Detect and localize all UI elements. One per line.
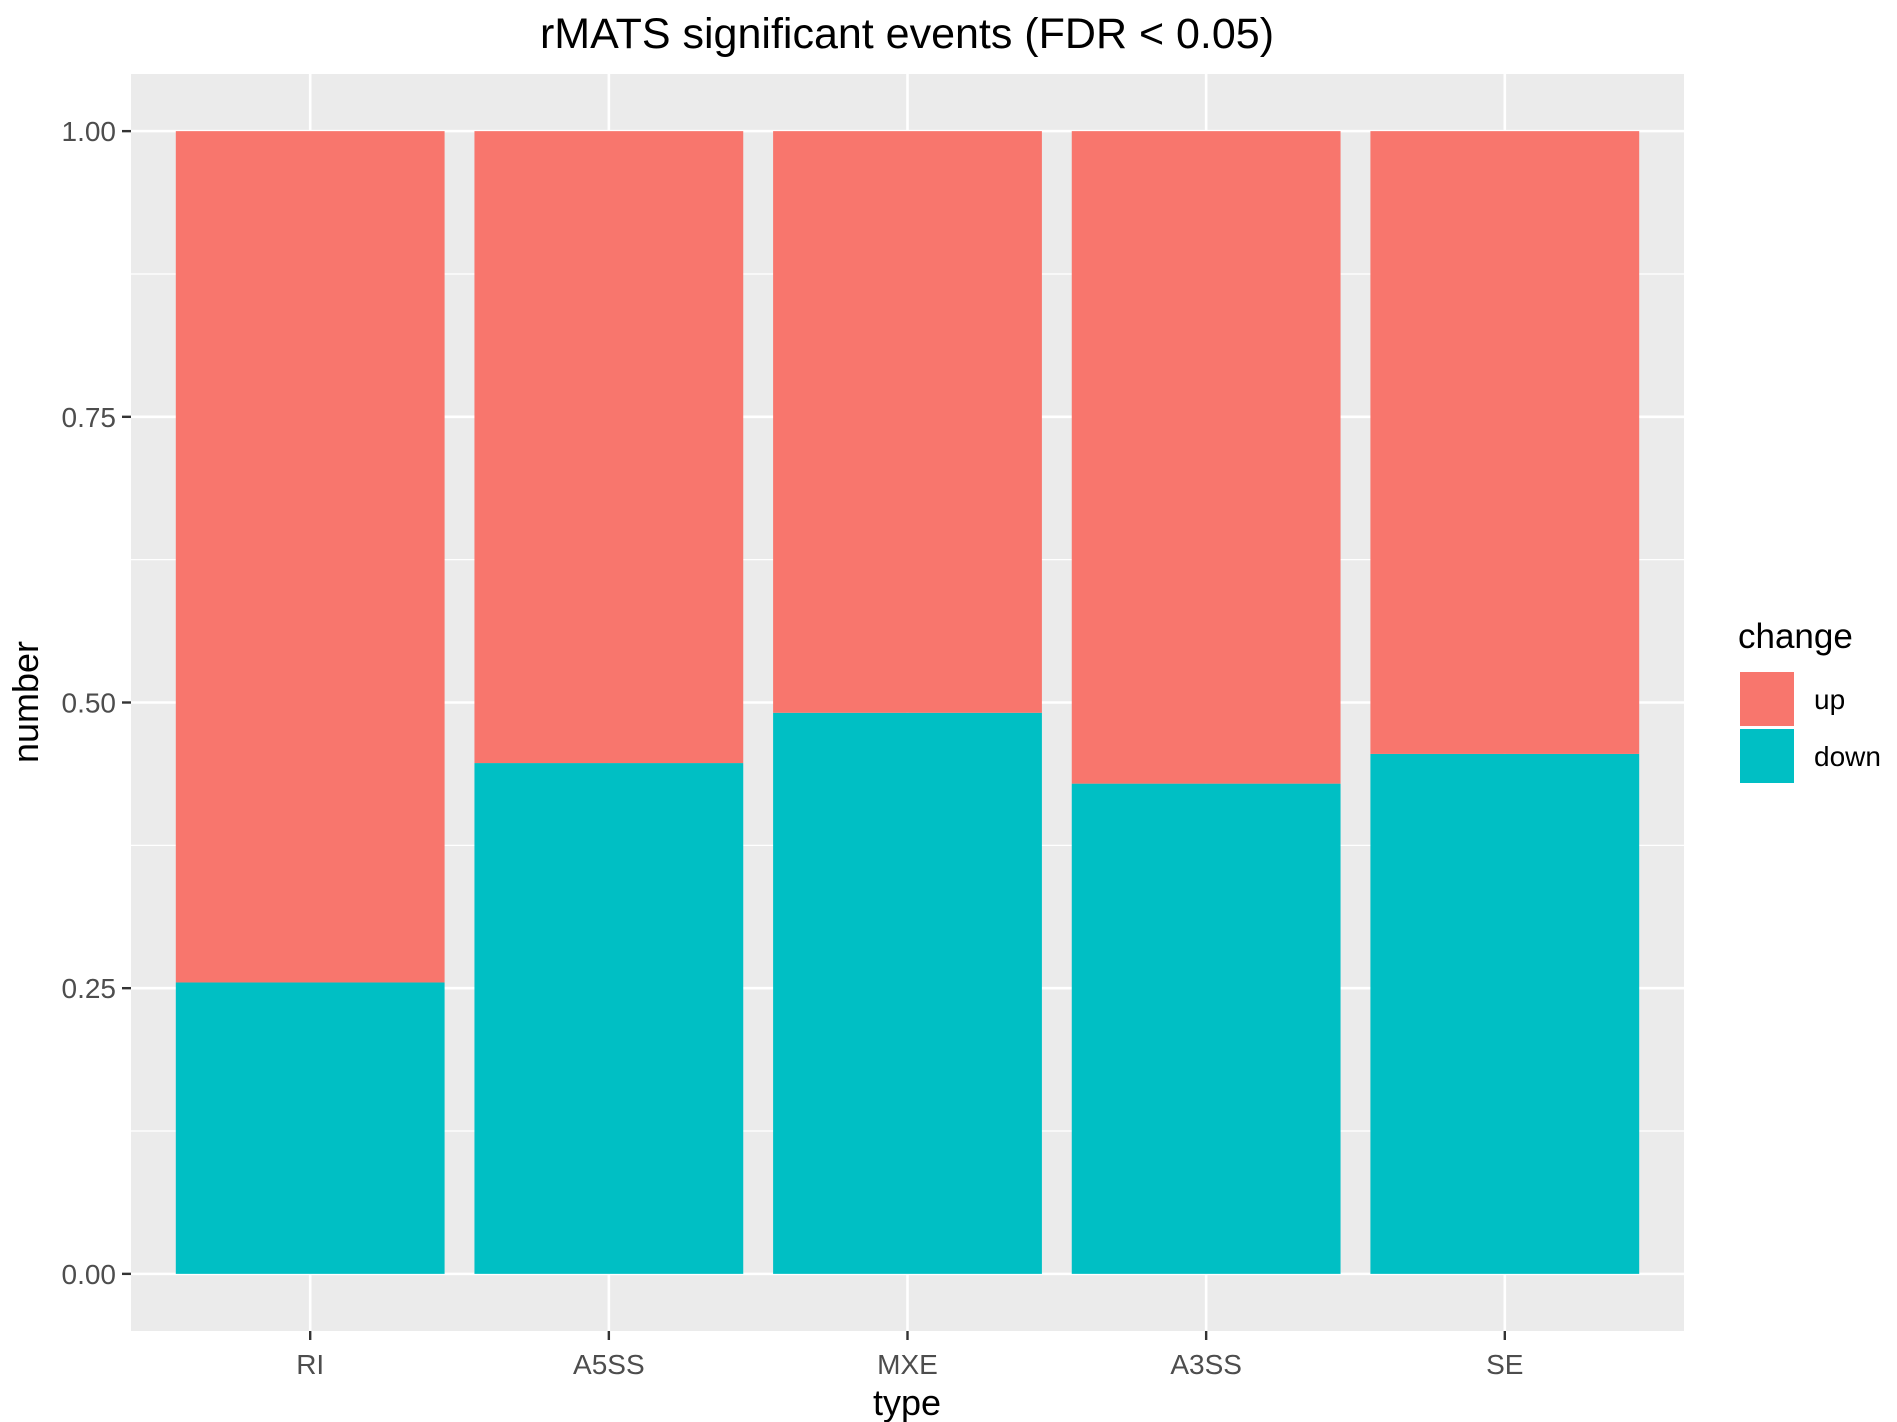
legend-label-up: up — [1814, 684, 1845, 715]
x-tick-label: RI — [296, 1349, 324, 1380]
bar-segment-down-se — [1370, 753, 1640, 1274]
legend-key-down — [1740, 729, 1794, 783]
x-tick-label: A3SS — [1170, 1349, 1242, 1380]
y-tick-label: 0.00 — [62, 1259, 117, 1290]
bar-segment-up-mxe — [773, 131, 1042, 713]
bar-segment-down-a3ss — [1071, 783, 1341, 1274]
y-axis-ticks: 0.00 0.25 0.50 0.75 1.00 — [62, 116, 131, 1290]
x-tick-label: MXE — [877, 1349, 938, 1380]
y-axis-title: number — [5, 641, 46, 763]
y-tick-label: 0.50 — [62, 688, 117, 719]
legend-label-down: down — [1814, 741, 1881, 772]
legend-title: change — [1738, 617, 1853, 656]
legend: change up down — [1738, 617, 1881, 783]
bars — [175, 131, 1640, 1274]
x-axis-ticks: RI A5SS MXE A3SS SE — [296, 1331, 1523, 1380]
y-tick-label: 0.75 — [62, 402, 117, 433]
legend-key-up — [1740, 672, 1794, 726]
x-axis-title: type — [873, 1382, 941, 1422]
bar-segment-down-ri — [175, 982, 445, 1274]
bar-segment-up-a3ss — [1071, 131, 1341, 784]
y-tick-label: 1.00 — [62, 116, 117, 147]
y-tick-label: 0.25 — [62, 973, 117, 1004]
x-tick-label: A5SS — [573, 1349, 645, 1380]
bar-segment-up-se — [1370, 131, 1640, 754]
bar-segment-up-ri — [175, 131, 445, 983]
bar-segment-down-mxe — [773, 712, 1042, 1274]
bar-segment-up-a5ss — [474, 131, 744, 764]
chart-title: rMATS significant events (FDR < 0.05) — [540, 10, 1274, 58]
bar-segment-down-a5ss — [474, 763, 744, 1274]
x-tick-label: SE — [1486, 1349, 1523, 1380]
